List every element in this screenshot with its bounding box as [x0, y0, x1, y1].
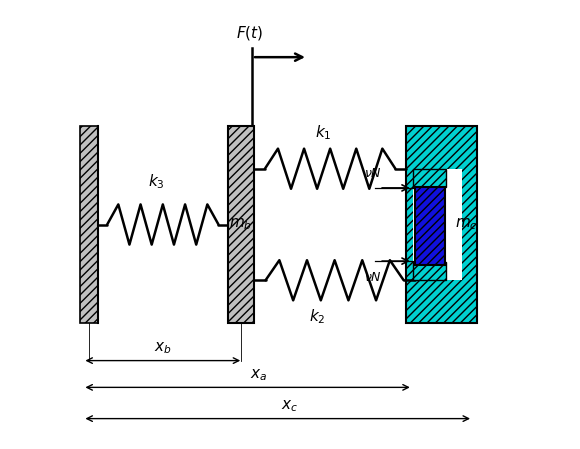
Bar: [413, 169, 462, 280]
Text: $x_c$: $x_c$: [281, 398, 299, 414]
Text: $m_a$: $m_a$: [419, 218, 441, 233]
Text: $m_c$: $m_c$: [455, 217, 477, 232]
Text: $\nu N$: $\nu N$: [364, 271, 382, 284]
Bar: [413, 262, 446, 280]
Text: $\nu N$: $\nu N$: [364, 167, 382, 180]
Bar: [413, 169, 446, 187]
Text: $F(t)$: $F(t)$: [236, 23, 263, 42]
Text: $k_1$: $k_1$: [315, 123, 332, 142]
Text: $m_b$: $m_b$: [229, 217, 252, 232]
Bar: [227, 126, 254, 323]
Text: $x_a$: $x_a$: [250, 367, 267, 383]
Text: $x_b$: $x_b$: [154, 340, 172, 356]
Bar: [406, 126, 477, 323]
Bar: [80, 126, 98, 323]
Bar: [415, 187, 445, 264]
Text: $k_3$: $k_3$: [148, 172, 165, 191]
Text: $k_2$: $k_2$: [309, 307, 325, 326]
